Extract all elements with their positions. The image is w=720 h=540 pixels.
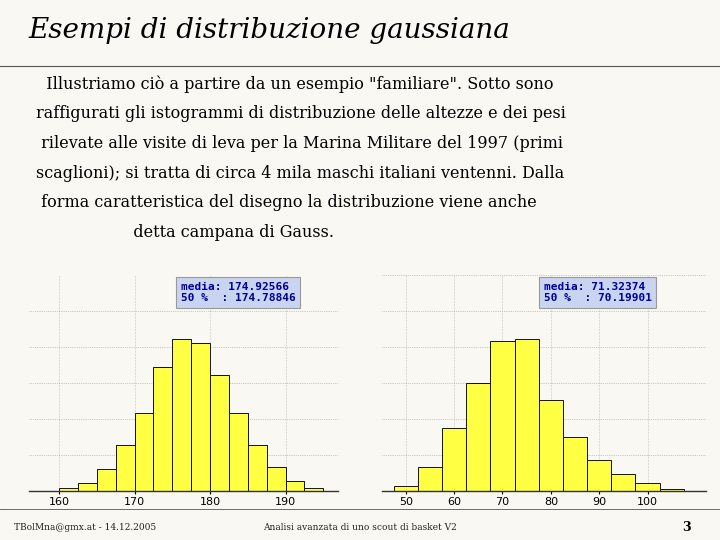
Bar: [490, 341, 515, 491]
Text: Analisi avanzata di uno scout di basket V2: Analisi avanzata di uno scout di basket …: [263, 523, 457, 532]
Text: scaglioni); si tratta di circa 4 mila maschi italiani ventenni. Dalla: scaglioni); si tratta di circa 4 mila ma…: [36, 165, 564, 181]
Text: rilevate alle visite di leva per la Marina Militare del 1997 (primi: rilevate alle visite di leva per la Mari…: [36, 135, 563, 152]
Bar: [248, 446, 266, 491]
Text: media: 71.32374
50 %  : 70.19901: media: 71.32374 50 % : 70.19901: [544, 282, 652, 303]
Bar: [266, 468, 286, 491]
Bar: [135, 413, 153, 491]
Text: 3: 3: [683, 521, 691, 534]
Text: Illustriamo ciò a partire da un esempio "familiare". Sotto sono: Illustriamo ciò a partire da un esempio …: [36, 76, 554, 93]
Bar: [229, 413, 248, 491]
Bar: [539, 401, 563, 491]
Text: detta campana di Gauss.: detta campana di Gauss.: [36, 224, 334, 241]
Bar: [210, 375, 229, 491]
Bar: [59, 488, 78, 491]
Text: raffigurati gli istogrammi di distribuzione delle altezze e dei pesi: raffigurati gli istogrammi di distribuzi…: [36, 105, 566, 122]
Bar: [563, 437, 587, 491]
Bar: [660, 489, 684, 491]
Bar: [305, 488, 323, 491]
Bar: [587, 460, 611, 491]
Bar: [636, 483, 660, 491]
Bar: [153, 367, 172, 491]
Text: media: 174.92566
50 %  : 174.78846: media: 174.92566 50 % : 174.78846: [181, 282, 295, 303]
Text: TBolMna@gmx.at - 14.12.2005: TBolMna@gmx.at - 14.12.2005: [14, 523, 157, 532]
Text: Esempi di distribuzione gaussiana: Esempi di distribuzione gaussiana: [29, 17, 510, 44]
Bar: [394, 486, 418, 491]
Bar: [611, 474, 636, 491]
Bar: [191, 343, 210, 491]
Text: forma caratteristica del disegno la distribuzione viene anche: forma caratteristica del disegno la dist…: [36, 194, 536, 211]
Bar: [78, 483, 96, 491]
Bar: [172, 339, 191, 491]
Bar: [96, 469, 116, 491]
Bar: [515, 339, 539, 491]
Bar: [418, 467, 442, 491]
Bar: [442, 428, 467, 491]
Bar: [286, 481, 305, 491]
Bar: [116, 446, 135, 491]
Bar: [467, 383, 490, 491]
